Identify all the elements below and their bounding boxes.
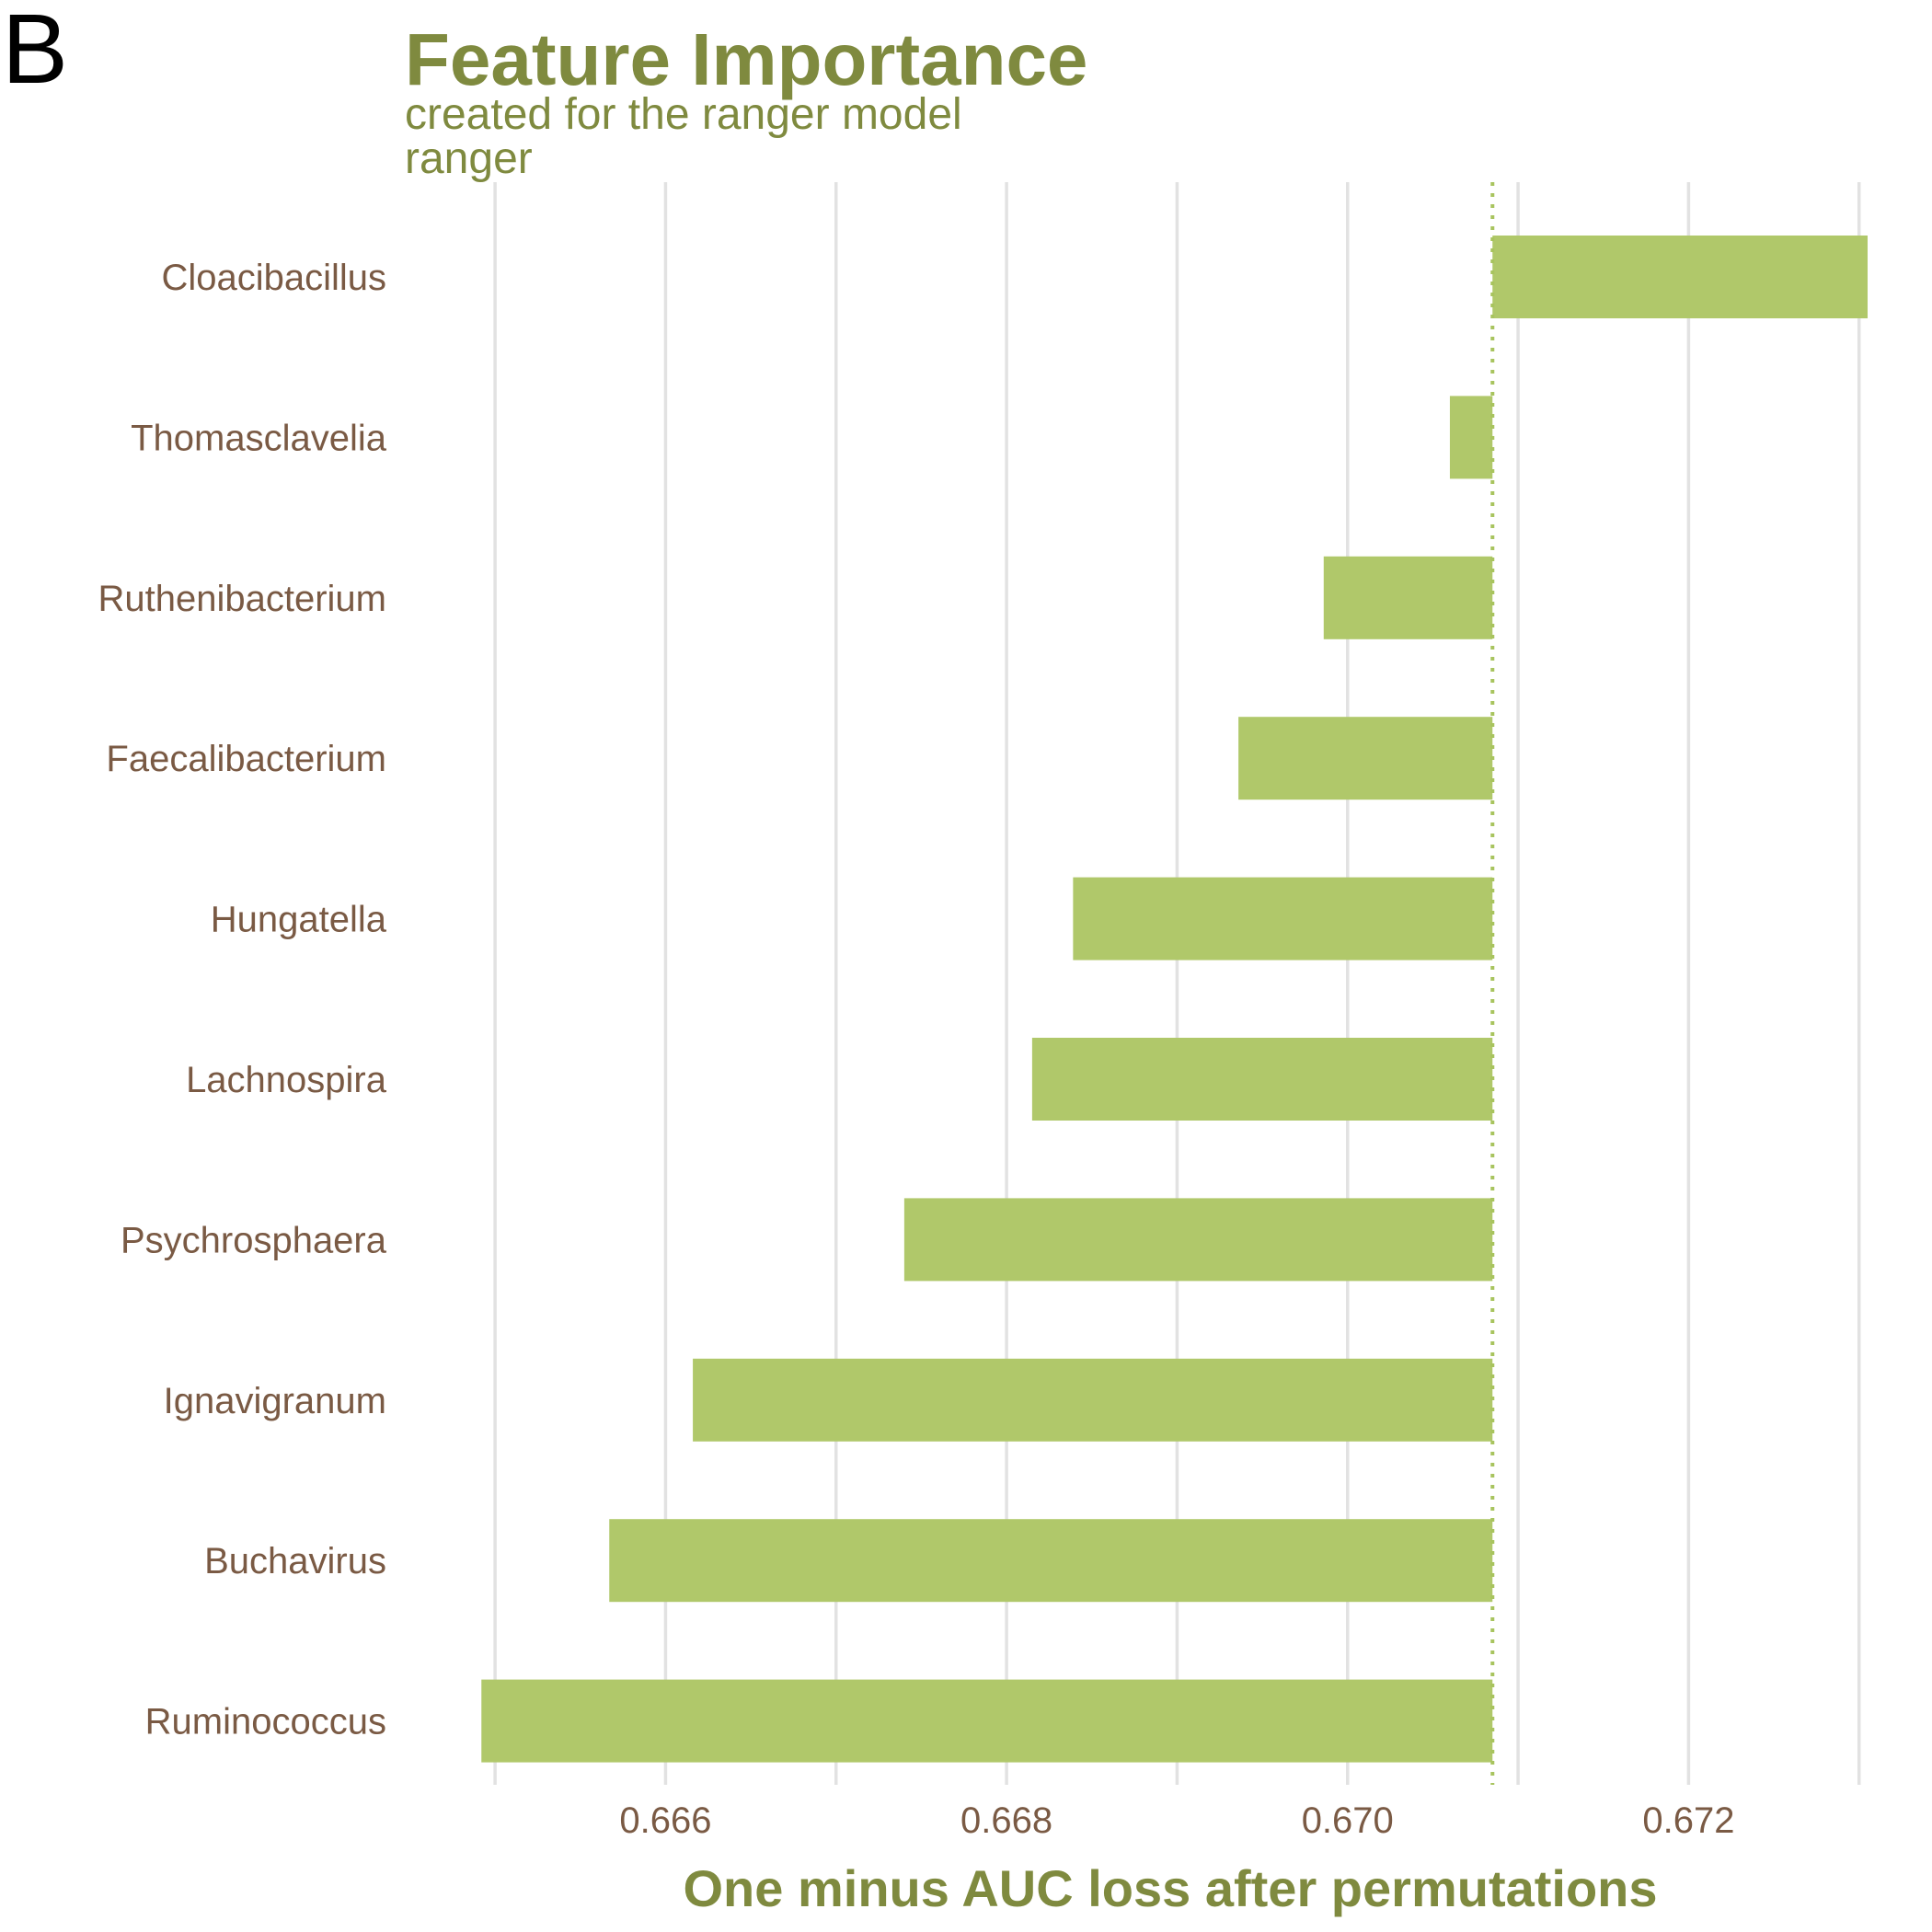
y-axis-label: Ruthenibacterium	[98, 579, 387, 619]
x-tick-label: 0.668	[960, 1800, 1052, 1841]
bar-hungatella	[1073, 877, 1493, 960]
y-axis-label: Cloacibacillus	[161, 258, 386, 298]
y-axis-label: Hungatella	[211, 900, 387, 940]
y-axis-label: Lachnospira	[186, 1060, 387, 1100]
bar-cloacibacillus	[1492, 236, 1868, 318]
x-axis-ticks: 0.666 0.668 0.670 0.672	[619, 1800, 1734, 1841]
panel-label: B	[2, 0, 68, 104]
y-axis-labels: Cloacibacillus Thomasclavelia Ruthenibacte…	[98, 258, 387, 1742]
bar-thomasclavelia	[1449, 396, 1493, 479]
x-tick-label: 0.670	[1302, 1800, 1394, 1841]
y-axis-label: Faecalibacterium	[106, 739, 386, 779]
bar-ignavigranum	[693, 1358, 1493, 1442]
x-tick-label: 0.672	[1642, 1800, 1734, 1841]
y-axis-label: Buchavirus	[204, 1541, 386, 1581]
bar-buchavirus	[609, 1519, 1493, 1603]
bar-lachnospira	[1031, 1038, 1493, 1121]
bar-ruthenibacterium	[1323, 556, 1493, 639]
y-axis-label: Ruminococcus	[145, 1702, 386, 1742]
bars	[481, 236, 1868, 1763]
bar-ruminococcus	[481, 1679, 1493, 1763]
bar-psychrosphaera	[903, 1198, 1493, 1282]
y-axis-label: Ignavigranum	[164, 1381, 386, 1421]
x-axis-label: One minus AUC loss after permutations	[684, 1859, 1658, 1917]
bar-faecalibacterium	[1238, 717, 1493, 800]
y-axis-label: Thomasclavelia	[131, 418, 387, 458]
gridlines	[493, 182, 1861, 1785]
chart-title: Feature Importance	[405, 18, 1087, 100]
y-axis-label: Psychrosphaera	[121, 1220, 387, 1260]
chart-subtitle-line-1: created for the ranger model	[405, 90, 962, 139]
chart-subtitle-line-2: ranger	[405, 134, 533, 183]
x-tick-label: 0.666	[619, 1800, 711, 1841]
